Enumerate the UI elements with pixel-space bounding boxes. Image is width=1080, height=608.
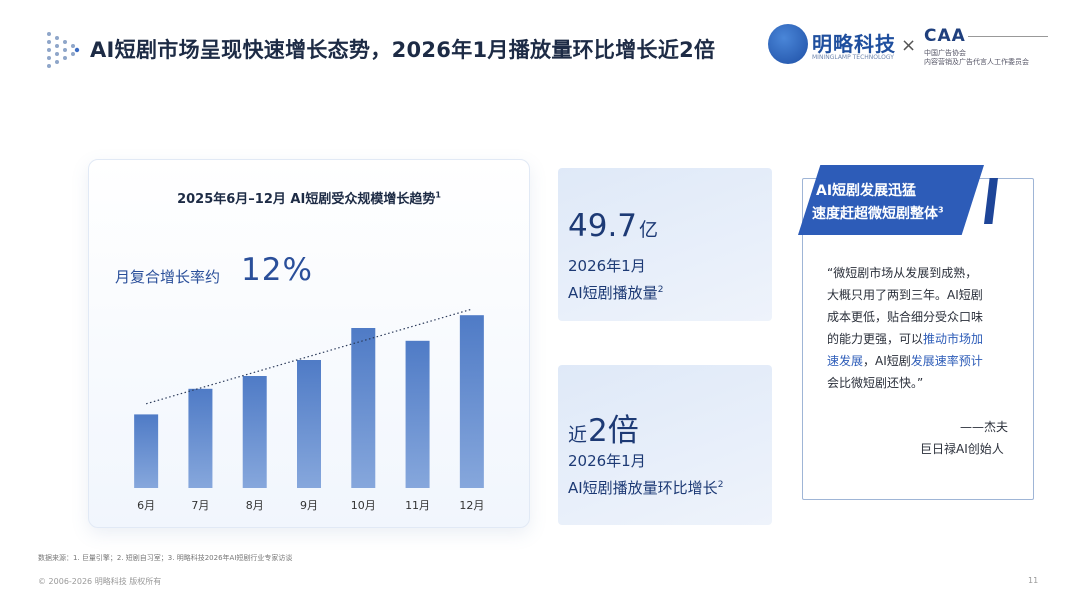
- quote-banner: [798, 165, 984, 235]
- caa-logo-divider: [968, 36, 1048, 37]
- minglue-logo-name: 明略科技: [812, 32, 896, 56]
- chart-bar: [351, 328, 376, 488]
- stat-card-growth: 近2倍 2026年1月 AI短剧播放量环比增长2: [558, 365, 772, 525]
- copyright: © 2006-2026 明略科技 版权所有: [38, 577, 162, 586]
- chart-bar: [242, 376, 267, 488]
- quote-banner-line2: 速度赶超微短剧整体3: [812, 205, 944, 222]
- trend-line: [145, 308, 473, 405]
- quote-line: 会比微短剧还快。”: [827, 376, 924, 390]
- stat-card-views: 49.7 亿 2026年1月 AI短剧播放量2: [558, 168, 772, 321]
- chart-bar: [297, 360, 321, 488]
- x-tick-label: 12月: [459, 499, 484, 512]
- stat-growth-value: 近2倍: [568, 413, 639, 449]
- stat-growth-line1: 2026年1月: [568, 452, 646, 470]
- quote-line: 大概只用了两到三年。AI短剧: [827, 288, 983, 302]
- bar-chart: 6月 7月 8月 9月 10月 11月 12月: [134, 308, 484, 512]
- chart-panel: 2025年6月–12月 AI短剧受众规模增长趋势1 月复合增长率约 12% 6月…: [88, 159, 530, 528]
- caa-logo-line2: 内容营销及广告代言人工作委员会: [924, 58, 1029, 66]
- quote-line: 成本更低，贴合细分受众口味: [827, 310, 984, 324]
- cagr-label: 月复合增长率约: [115, 268, 221, 286]
- quote-highlight: 发展速率预计: [910, 354, 983, 368]
- chart-bar: [134, 414, 159, 488]
- chart-bar: [459, 315, 484, 488]
- quote-line: “微短剧市场从发展到成熟，: [827, 266, 978, 280]
- caa-logo-line1: 中国广告协会: [924, 49, 966, 57]
- minglue-logo: 明略科技 MININGLAMP TECHNOLOGY: [768, 22, 895, 72]
- x-tick-label: 7月: [191, 499, 209, 512]
- stat-views-line1: 2026年1月: [568, 257, 646, 275]
- minglue-logo-mark-icon: [768, 24, 808, 64]
- x-tick-label: 10月: [351, 499, 376, 512]
- chart-bar: [188, 388, 213, 488]
- stat-growth-line2: AI短剧播放量环比增长2: [568, 479, 724, 497]
- quote-highlight: 速发展: [827, 354, 864, 368]
- x-tick-label: 11月: [405, 499, 430, 512]
- minglue-logo-sub: MININGLAMP TECHNOLOGY: [812, 54, 894, 61]
- quote-author-role: 巨日禄AI创始人: [920, 442, 1004, 456]
- cagr-value: 12%: [241, 252, 313, 288]
- header-dots-icon: [47, 32, 80, 68]
- quote-line: 的能力更强，可以推动市场加: [827, 332, 984, 346]
- stat-views-line2: AI短剧播放量2: [568, 284, 664, 302]
- quote-line: 速发展，AI短剧发展速率预计: [827, 354, 983, 368]
- source-note: 数据来源：1. 巨量引擎；2. 短剧自习室；3. 明略科技2026年AI短剧行业…: [38, 554, 293, 562]
- x-tick-label: 8月: [246, 499, 264, 512]
- stat-views-value: 49.7 亿: [568, 208, 659, 244]
- quote-text: “微短剧市场从发展到成熟， 大概只用了两到三年。AI短剧 成本更低，贴合细分受众…: [827, 262, 1017, 394]
- quote-banner-line1: AI短剧发展迅猛: [816, 183, 917, 199]
- quote-highlight: 推动市场加: [923, 332, 984, 346]
- chart-bar: [405, 340, 430, 488]
- caa-logo: CAA 中国广告协会 内容营销及广告代言人工作委员会: [924, 26, 1054, 70]
- caa-logo-mark: CAA: [924, 26, 966, 46]
- times-sign: ×: [901, 35, 917, 56]
- page-number: 11: [1028, 576, 1039, 585]
- chart-title: 2025年6月–12月 AI短剧受众规模增长趋势1: [177, 190, 441, 207]
- x-tick-label: 6月: [137, 499, 155, 512]
- page-title: AI短剧市场呈现快速增长态势，2026年1月播放量环比增长近2倍: [90, 38, 716, 62]
- quote-author: ——杰夫: [960, 420, 1009, 434]
- x-tick-label: 9月: [300, 499, 318, 512]
